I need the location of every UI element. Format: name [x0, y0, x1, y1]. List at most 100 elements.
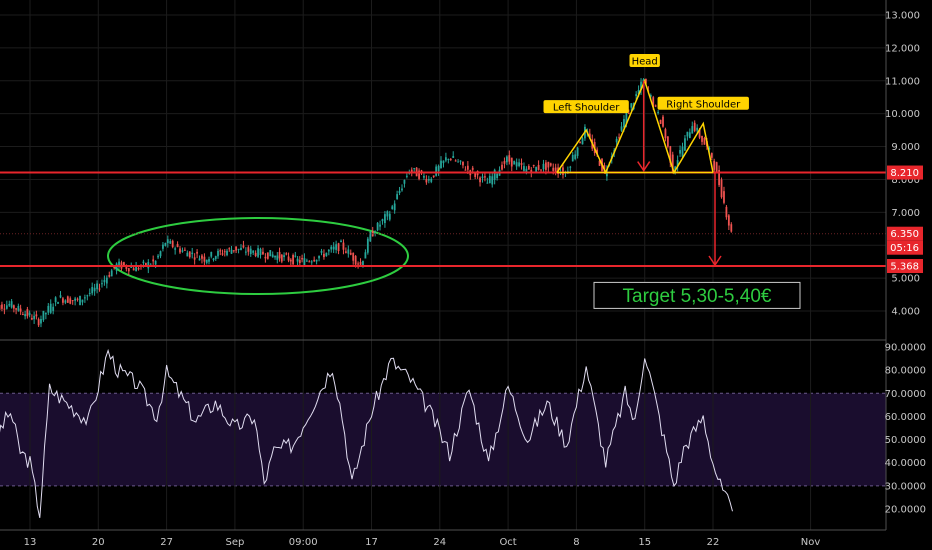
candle-body	[228, 248, 231, 250]
candle-body	[723, 191, 725, 203]
candle-body	[444, 157, 447, 161]
candle-body	[652, 97, 655, 108]
candle-body	[205, 259, 208, 263]
candle-body	[330, 246, 333, 250]
candle-body	[684, 138, 686, 151]
candle-body	[484, 176, 486, 178]
candle-body	[274, 255, 276, 258]
oscillator-axis[interactable]: 20.0000 30.0000 40.0000 50.0000 60.0000 70.00…	[885, 343, 926, 516]
candle-body	[287, 256, 290, 261]
candle-body	[305, 260, 308, 262]
candle-body	[496, 173, 499, 179]
candle-body	[569, 166, 572, 168]
price-badges: 8.210 5.368 6.350 05:16	[887, 165, 923, 274]
candle-body	[203, 256, 206, 262]
candle-body	[452, 155, 455, 158]
candle-body	[342, 242, 345, 250]
candle-body	[615, 138, 618, 143]
candle-body	[88, 292, 91, 294]
candle-body	[376, 222, 379, 231]
pattern-label-box	[629, 54, 660, 68]
candle-body	[214, 256, 217, 259]
candle-body	[292, 254, 294, 265]
candle-body	[381, 219, 384, 222]
candle-body	[118, 261, 120, 267]
candle-body	[327, 249, 330, 252]
candle-body	[562, 167, 564, 175]
head-and-shoulders-pattern	[556, 78, 714, 175]
candle-body	[247, 247, 250, 252]
candle-body	[221, 253, 224, 255]
candle-body	[12, 305, 15, 309]
candle-body	[191, 252, 194, 255]
candle-body	[457, 161, 459, 163]
candle-body	[193, 257, 196, 260]
candle-body	[162, 244, 164, 249]
candle-body	[123, 262, 125, 266]
level-badge-0-text: 8.210	[890, 168, 919, 179]
candle-body	[76, 298, 79, 300]
grid-lines	[0, 0, 886, 530]
candle-body	[344, 251, 347, 253]
candle-body	[435, 166, 438, 176]
candle-body	[401, 188, 403, 191]
candle-body	[19, 308, 22, 312]
candle-body	[179, 248, 181, 253]
candle-body	[24, 314, 27, 317]
oscillator-band	[0, 392, 886, 487]
candle-body	[226, 250, 228, 256]
candle-body	[671, 154, 674, 173]
candle-body	[71, 300, 74, 302]
price-tick-label: 8.000	[891, 175, 920, 186]
candle-body	[181, 250, 184, 252]
candle-body	[79, 295, 81, 306]
candle-body	[59, 295, 62, 298]
candle-body	[242, 245, 245, 248]
candle-body	[154, 260, 157, 265]
candle-body	[108, 275, 111, 277]
pattern-label-box	[657, 96, 749, 110]
time-axis[interactable]: 13 20 27 Sep 09:00 17 24 Oct 8 15 22 Nov	[24, 537, 821, 548]
candle-body	[276, 255, 279, 260]
candle-body	[298, 260, 301, 264]
candle-body	[666, 136, 669, 147]
candle-body	[427, 179, 430, 181]
candle-body	[40, 318, 42, 324]
candle-body	[535, 167, 538, 172]
candle-body	[581, 138, 584, 145]
candle-body	[574, 154, 577, 159]
candle-body	[5, 305, 8, 309]
candle-body	[278, 251, 281, 259]
candle-body	[196, 251, 198, 254]
candle-body	[157, 255, 159, 258]
countdown-badge-text: 05:16	[890, 243, 919, 254]
candle-body	[254, 252, 257, 256]
candle-body	[249, 248, 252, 255]
candle-body	[501, 164, 503, 170]
candle-body	[347, 249, 350, 254]
candle-body	[537, 164, 540, 170]
candle-body	[101, 283, 103, 285]
support-resistance-lines	[0, 171, 886, 268]
candle-body	[54, 297, 57, 303]
price-tick-label: 11.000	[885, 76, 920, 87]
candle-body	[269, 250, 272, 257]
price-tick-label: 12.000	[885, 43, 920, 54]
candle-body	[654, 105, 657, 107]
candle-body	[388, 213, 391, 220]
candle-body	[303, 258, 306, 266]
candle-body	[83, 297, 86, 299]
target-text: Target 5,30-5,40€	[623, 286, 772, 307]
candle-body	[257, 248, 259, 257]
candle-body	[289, 259, 292, 262]
candle-body	[518, 162, 520, 167]
candle-body	[359, 261, 362, 265]
candle-body	[96, 283, 98, 290]
price-tick-label: 7.000	[891, 208, 920, 219]
candle-body	[332, 246, 335, 250]
level-badge-1-text: 5.368	[890, 262, 919, 273]
candle-body	[579, 141, 581, 143]
candle-body	[110, 270, 113, 277]
candle-body	[645, 78, 647, 84]
